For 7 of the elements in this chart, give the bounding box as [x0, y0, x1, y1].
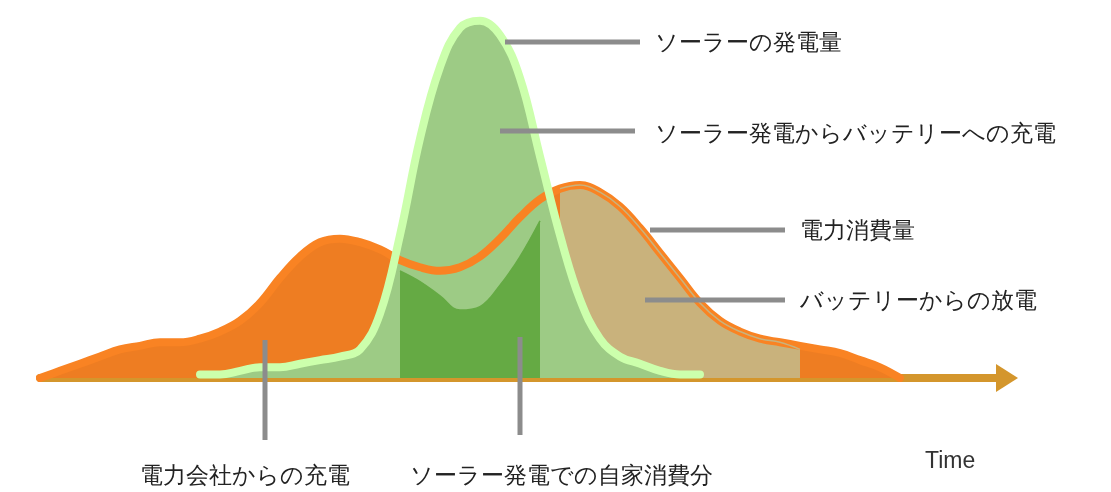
annotation: 電力消費量 [800, 216, 915, 245]
annotation: ソーラー発電からバッテリーへの充電 [655, 119, 1056, 148]
x-axis-title: Time [925, 446, 976, 473]
text: ソーラー発電での自家消費分 [410, 461, 713, 490]
annotation: バッテリーからの放電 [800, 286, 1037, 315]
annotation: ソーラーの発電量 [655, 28, 842, 57]
text: 電力会社からの充電 [140, 461, 350, 490]
